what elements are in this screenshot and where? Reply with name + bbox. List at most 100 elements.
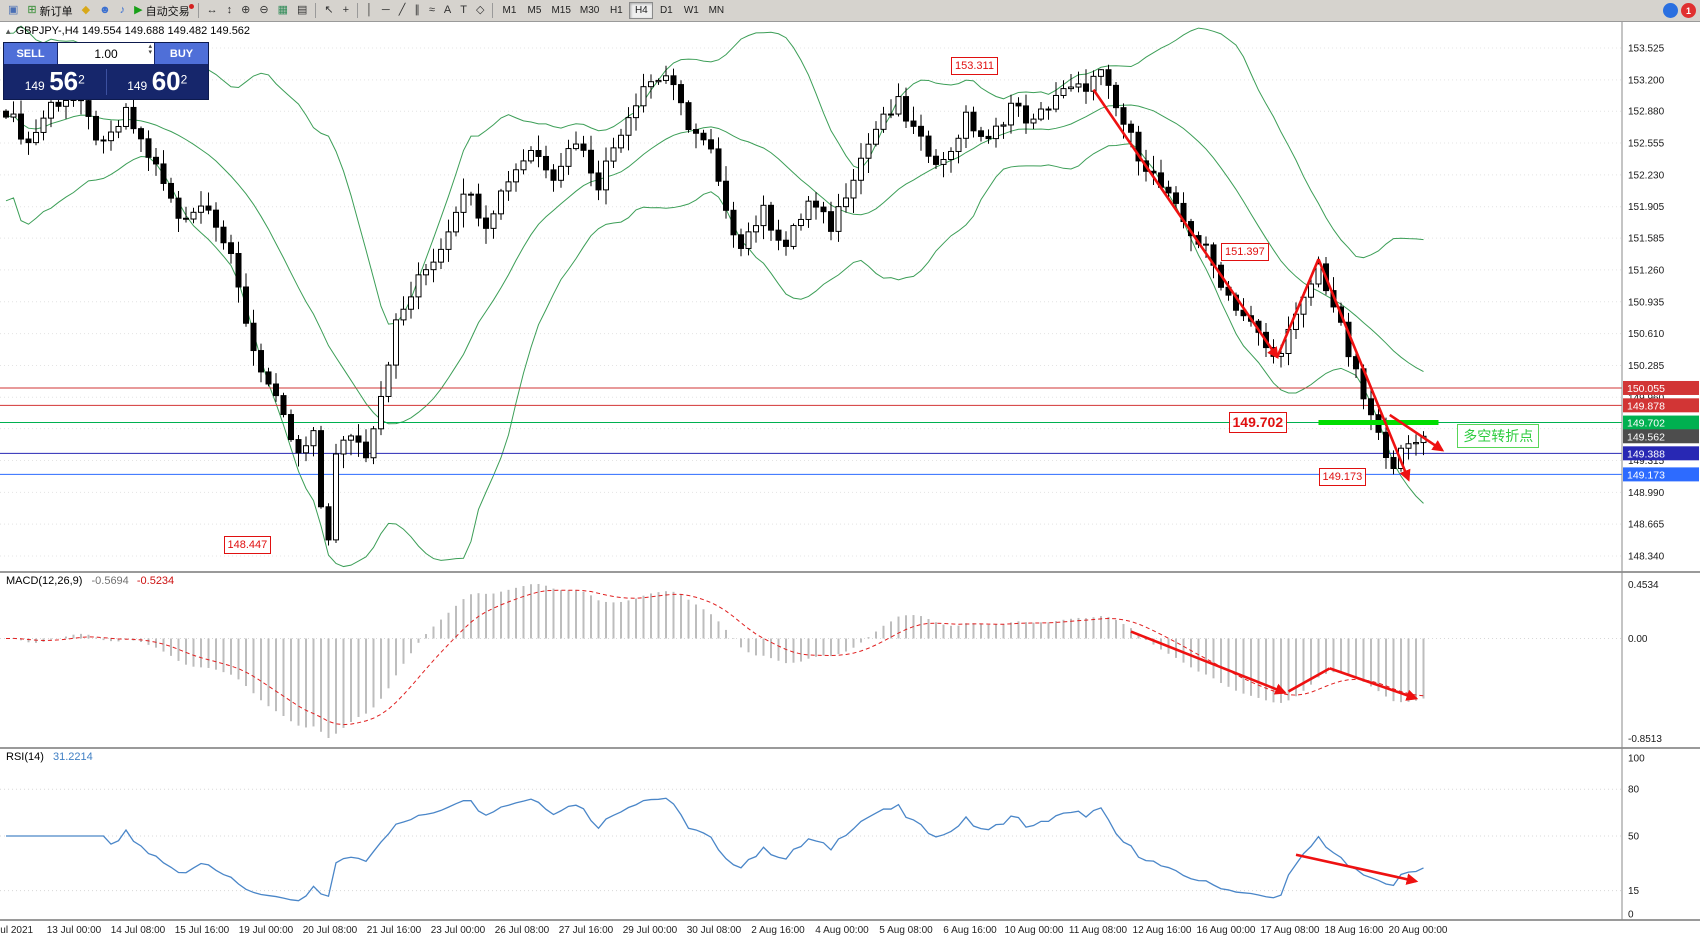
new-order-button-label: 新订单 xyxy=(39,5,73,18)
price-annotation[interactable]: 153.311 xyxy=(951,57,998,76)
objects-list-icon-glyph: ▤ xyxy=(296,4,308,16)
volume-spinner[interactable]: ▴ ▾ xyxy=(148,43,152,57)
buy-button[interactable]: BUY xyxy=(154,43,208,64)
text-icon-glyph: A xyxy=(443,4,452,16)
quotes-icon[interactable]: ◆ xyxy=(78,2,94,20)
chart-canvas[interactable]: 153.525 153.200 152.880 152.555 152.230 151.9… xyxy=(0,22,1700,942)
date-label: 15 Jul 16:00 xyxy=(174,925,230,936)
accounts-icon[interactable]: ☻ xyxy=(95,2,115,20)
svg-text:150.285: 150.285 xyxy=(1628,361,1665,372)
autotrade-button-status-dot xyxy=(188,3,194,9)
community-icon[interactable] xyxy=(1663,3,1678,18)
timeframe-w1[interactable]: W1 xyxy=(679,2,703,19)
timeframe-m15[interactable]: M15 xyxy=(547,2,574,19)
quotes-icon-glyph: ◆ xyxy=(81,4,91,16)
timeframe-m30[interactable]: M30 xyxy=(576,2,603,19)
turning-point-note[interactable]: 多空转折点 xyxy=(1457,423,1540,448)
chart-collapse-icon[interactable]: ▴ xyxy=(6,26,11,36)
fibonacci-icon-glyph: ≈ xyxy=(428,4,435,16)
price-annotation[interactable]: 151.397 xyxy=(1221,243,1269,262)
rsi-value: 31.2214 xyxy=(52,751,93,763)
time-axis[interactable]: 1 Jul 2021 13 Jul 00:00 14 Jul 08:00 15 Jul… xyxy=(0,922,1700,942)
sell-button[interactable]: SELL xyxy=(4,43,58,64)
svg-text:150.935: 150.935 xyxy=(1628,297,1665,308)
sell-price-prefix: 149 xyxy=(24,79,45,93)
crosshair-icon[interactable]: + xyxy=(339,2,353,20)
macd-value-main: -0.5694 xyxy=(91,575,129,587)
timeframe-m1[interactable]: M1 xyxy=(497,2,521,19)
svg-text:152.880: 152.880 xyxy=(1628,107,1665,118)
price-annotation[interactable]: 148.447 xyxy=(223,536,272,555)
zoom-in-icon[interactable]: ⊕ xyxy=(237,2,254,20)
toolbar-separator xyxy=(197,3,199,18)
svg-text:151.260: 151.260 xyxy=(1628,265,1665,276)
toolbar-right-group: 1 xyxy=(1660,3,1696,18)
volume-down-icon[interactable]: ▾ xyxy=(148,49,152,57)
svg-text:100: 100 xyxy=(1628,754,1645,765)
scale-icon[interactable]: ↕ xyxy=(223,2,237,20)
horizontal-line-icon-glyph: ─ xyxy=(381,4,390,16)
alerts-icon[interactable]: ♪ xyxy=(116,2,130,20)
date-label: 11 Aug 08:00 xyxy=(1068,925,1128,936)
date-label: 1 Jul 2021 xyxy=(0,925,34,936)
price-axis-labels[interactable]: 153.525 153.200 152.880 152.555 152.230 151.9… xyxy=(1628,44,1665,921)
buy-price-prefix: 149 xyxy=(127,79,148,93)
fibonacci-icon[interactable]: ≈ xyxy=(425,2,439,20)
buy-price-sup: 2 xyxy=(180,72,188,87)
cursor-icon[interactable]: ↖ xyxy=(320,2,337,20)
svg-text:149.562: 149.562 xyxy=(1627,431,1665,443)
svg-text:50: 50 xyxy=(1628,832,1640,843)
price-annotation[interactable]: 149.173 xyxy=(1318,467,1367,486)
sell-price[interactable]: 149 562 xyxy=(4,68,106,95)
date-label: 2 Aug 16:00 xyxy=(751,925,805,936)
trend-arrows[interactable] xyxy=(1092,88,1445,885)
auto-scroll-icon[interactable]: ↔ xyxy=(203,2,222,20)
volume-stepper[interactable]: 1.00 ▴ ▾ xyxy=(58,43,154,64)
svg-text:152.555: 152.555 xyxy=(1628,139,1665,150)
text-label-icon[interactable]: T xyxy=(456,2,471,20)
svg-text:148.990: 148.990 xyxy=(1628,488,1665,499)
svg-text:80: 80 xyxy=(1628,785,1640,796)
volume-up-icon[interactable]: ▴ xyxy=(148,43,152,50)
macd-signal-line xyxy=(5,589,1424,726)
toolbar-separator xyxy=(492,3,494,18)
new-chart-icon[interactable]: ▣ xyxy=(4,2,22,20)
zoom-out-icon[interactable]: ⊖ xyxy=(255,2,272,20)
autotrade-button[interactable]: ▶ 自动交易 xyxy=(130,2,194,20)
date-label: 10 Aug 00:00 xyxy=(1004,925,1064,936)
vertical-line-icon-glyph: │ xyxy=(366,4,373,16)
text-icon[interactable]: A xyxy=(440,2,455,20)
horizontal-lines[interactable] xyxy=(0,387,1622,475)
date-label: 21 Jul 16:00 xyxy=(366,925,422,936)
horizontal-line-icon[interactable]: ─ xyxy=(378,2,394,20)
timeframe-d1[interactable]: D1 xyxy=(654,2,678,19)
auto-scroll-icon-glyph: ↔ xyxy=(206,4,218,16)
shapes-icon[interactable]: ◇ xyxy=(472,2,488,20)
date-label: 20 Aug 00:00 xyxy=(1388,925,1448,936)
timeframe-m5[interactable]: M5 xyxy=(522,2,546,19)
shapes-icon-glyph: ◇ xyxy=(475,4,485,16)
svg-text:149.315: 149.315 xyxy=(1628,456,1665,467)
svg-text:149.388: 149.388 xyxy=(1627,448,1665,460)
rsi-line xyxy=(6,797,1424,902)
date-label: 18 Aug 16:00 xyxy=(1324,925,1384,936)
timeframe-h4[interactable]: H4 xyxy=(629,2,654,19)
trendline-icon[interactable]: ╱ xyxy=(395,2,410,20)
new-order-button[interactable]: ⊞ 新订单 xyxy=(23,2,76,20)
timeframe-mn[interactable]: MN xyxy=(704,2,728,19)
svg-text:-0.8513: -0.8513 xyxy=(1628,734,1662,745)
grid-icon[interactable]: ▦ xyxy=(274,2,292,20)
timeframe-h1[interactable]: H1 xyxy=(604,2,628,19)
buy-price[interactable]: 149 602 xyxy=(107,68,209,95)
objects-list-icon[interactable]: ▤ xyxy=(293,2,311,20)
svg-text:149.878: 149.878 xyxy=(1627,400,1665,412)
notification-badge[interactable]: 1 xyxy=(1681,3,1696,18)
vertical-line-icon[interactable]: │ xyxy=(362,2,377,20)
date-label: 17 Aug 08:00 xyxy=(1260,925,1320,936)
macd-label: MACD(12,26,9) -0.5694 -0.5234 xyxy=(6,575,174,587)
zoom-in-icon-glyph: ⊕ xyxy=(241,4,251,16)
svg-text:150.055: 150.055 xyxy=(1627,383,1665,395)
date-label: 6 Aug 16:00 xyxy=(943,925,997,936)
price-annotation[interactable]: 149.702 xyxy=(1228,411,1288,433)
channel-icon[interactable]: ∥ xyxy=(410,2,424,20)
